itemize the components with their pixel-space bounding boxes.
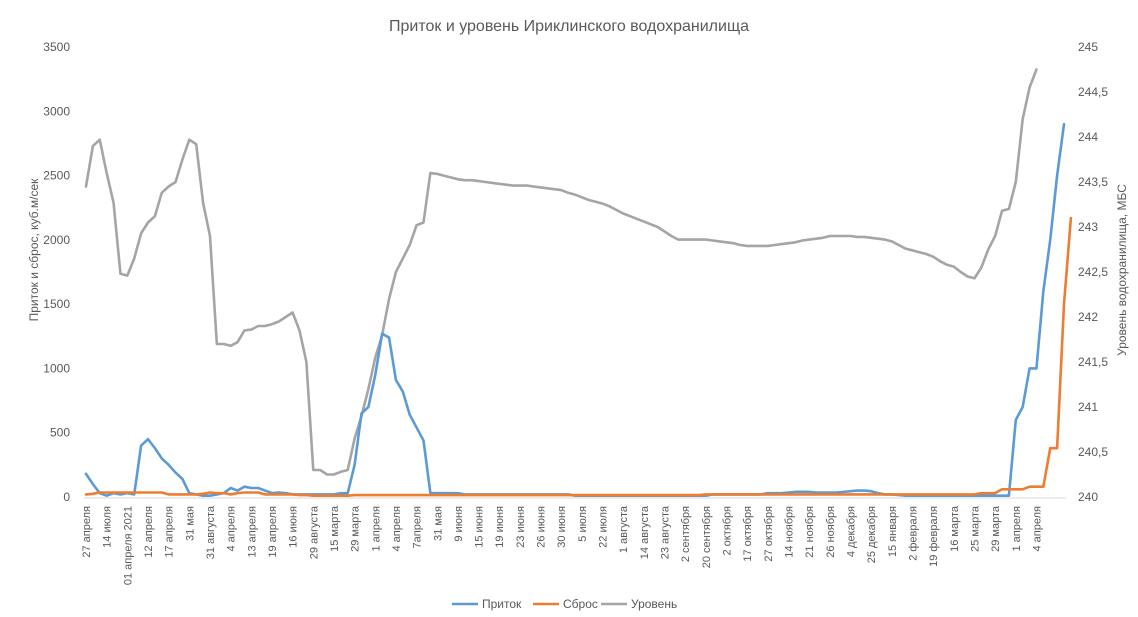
x-tick-label: 13 апреля [246,506,258,558]
x-tick-label: 31 августа [205,505,217,559]
x-tick-label: 7апреля [412,506,424,548]
y-tick-left-label: 1000 [43,361,70,375]
x-tick-label: 21 ноября [804,506,816,558]
series-line-level [84,68,1038,476]
x-tick-label: 31 мая [184,506,196,541]
x-tick-label: 30 июня [556,506,568,548]
y-axis-label-left: Приток и сброс, куб.м/сек [27,178,41,322]
legend-item-inflow: Приток [452,597,522,611]
y-tick-right-label: 240 [1078,490,1098,504]
x-tick-label: 19 апреля [267,506,279,558]
x-tick-label: 27 апреля [81,506,93,558]
x-tick-label: 29 марта [990,505,1002,552]
y-tick-left-label: 2500 [43,169,70,183]
y-tick-left-label: 1500 [43,297,70,311]
x-tick-label: 9 июня [453,506,465,542]
x-tick-label: 12 апреля [143,506,155,558]
x-tick-label: 2 сентября [680,506,692,562]
x-tick-label: 4 декабря [845,506,857,557]
x-tick-label: 01 апреля 2021 [122,506,134,585]
x-tick-label: 15 июня [474,506,486,548]
y-tick-left-label: 3500 [43,40,70,54]
x-tick-label: 27 октября [763,506,775,562]
x-tick-label: 16 июня [288,506,300,548]
x-tick-label: 19 июня [494,506,506,548]
x-tick-label: 25 марта [969,505,981,552]
x-tick-label: 23 августа [660,505,672,559]
x-tick-label: 19 февраля [928,506,940,567]
legend-item-discharge: Сброс [533,597,598,611]
series-line-discharge [84,216,1073,498]
series-group [84,68,1073,498]
legend-label: Сброс [563,597,598,611]
x-tick-label: 25 декабря [866,506,878,563]
y-tick-left-label: 0 [63,490,70,504]
y-ticks-left: 0 500 1000 1500 2000 2500 3000 3500 [43,40,70,504]
y-tick-right-label: 243,5 [1078,175,1108,189]
x-tick-label: 16 марта [949,505,961,552]
x-tick-label: 22 июля [598,506,610,548]
y-tick-left-label: 3000 [43,104,70,118]
x-ticks: 27 апреля 14 июля 01 апреля 2021 12 апреля 1… [81,505,1043,585]
x-tick-label: 14 ноября [784,506,796,558]
y-tick-right-label: 241 [1078,400,1098,414]
x-tick-label: 14 августа [639,505,651,559]
y-tick-right-label: 244,5 [1078,85,1108,99]
x-tick-label: 26 июня [536,506,548,548]
x-tick-label: 5 июля [577,506,589,542]
x-tick-label: 2 октября [722,506,734,556]
x-tick-label: 17 октября [742,506,754,562]
x-tick-label: 4 апреля [1031,506,1043,552]
y-axis-label-right: Уровень водохранилища, МБС [1115,184,1129,356]
y-tick-right-label: 243 [1078,220,1098,234]
x-tick-label: 29 августа [308,505,320,559]
x-tick-label: 1 августа [618,505,630,553]
y-tick-left-label: 2000 [43,233,70,247]
x-tick-label: 2 февраля [907,506,919,561]
legend-label: Приток [482,597,522,611]
x-tick-label: 4 апреля [391,506,403,552]
x-tick-label: 23 июня [515,506,527,548]
y-tick-right-label: 242 [1078,310,1098,324]
y-ticks-right: 240 240,5 241 241,5 242 242,5 243 243,5 244 244,5… [1078,40,1108,504]
x-tick-label: 1 апреля [370,506,382,552]
x-tick-label: 1 апреля [1011,506,1023,552]
x-tick-label: 26 ноября [825,506,837,558]
y-tick-right-label: 245 [1078,40,1098,54]
y-tick-right-label: 242,5 [1078,265,1108,279]
x-tick-label: 31 мая [432,506,444,541]
x-tick-label: 14 июля [102,506,114,548]
y-tick-right-label: 240,5 [1078,445,1108,459]
legend-label: Уровень [631,597,677,611]
x-tick-label: 29 марта [350,505,362,552]
y-tick-right-label: 244 [1078,130,1098,144]
y-tick-right-label: 241,5 [1078,355,1108,369]
legend-item-level: Уровень [601,597,677,611]
x-tick-label: 15 марта [329,505,341,552]
x-tick-label: 4 апреля [226,506,238,552]
x-tick-label: 20 сентября [701,506,713,568]
y-tick-left-label: 500 [50,426,70,440]
legend: Приток Сброс Уровень [452,597,677,611]
x-tick-label: 15 января [887,506,899,557]
chart-title: Приток и уровень Ириклинского водохранил… [389,18,749,35]
x-tick-label: 17 апреля [164,506,176,558]
